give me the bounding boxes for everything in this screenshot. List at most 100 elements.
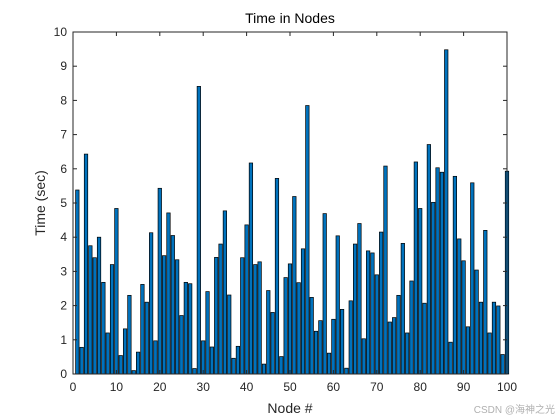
- bar-node-72: [383, 165, 388, 375]
- bar-node-8: [105, 332, 110, 375]
- bar-node-61: [335, 235, 340, 375]
- bar-node-57: [318, 320, 323, 375]
- bar-node-64: [348, 300, 353, 375]
- bar-node-33: [214, 257, 219, 375]
- bar-node-44: [261, 363, 267, 375]
- bar-node-74: [392, 317, 397, 375]
- x-tick-label: 70: [370, 380, 384, 394]
- bar-node-67: [361, 338, 366, 375]
- y-tick-label: 9: [60, 59, 67, 73]
- bar-node-66: [357, 223, 362, 375]
- y-tick-label: 0: [60, 367, 67, 381]
- y-axis-label: Time (sec): [32, 170, 48, 236]
- bar-node-37: [231, 357, 236, 375]
- bar-node-98: [496, 305, 501, 375]
- x-tick-label: 10: [110, 380, 124, 394]
- x-tick-label: 0: [70, 380, 77, 394]
- x-tick-label: 40: [240, 380, 254, 394]
- bar-node-99: [500, 354, 505, 375]
- bar-node-60: [331, 318, 336, 375]
- bar-node-54: [305, 105, 310, 375]
- x-tick-label: 100: [497, 380, 517, 394]
- bar-node-92: [470, 182, 475, 375]
- bar-node-73: [387, 321, 392, 375]
- x-tick-label: 20: [153, 380, 167, 394]
- bar-node-45: [266, 290, 271, 375]
- bar-node-79: [413, 161, 418, 375]
- bar-node-30: [201, 340, 206, 375]
- bar-node-27: [188, 283, 193, 375]
- y-tick-label: 2: [60, 299, 67, 313]
- bar-node-21: [162, 255, 167, 375]
- bar-node-46: [270, 312, 275, 375]
- bar-node-69: [370, 252, 375, 375]
- x-tick-label: 30: [197, 380, 211, 394]
- bar-node-83: [431, 201, 436, 375]
- bar-node-20: [157, 187, 162, 375]
- bar-node-77: [405, 332, 410, 375]
- bar-node-10: [114, 208, 119, 375]
- bar-node-24: [175, 259, 180, 375]
- bar-node-95: [483, 230, 488, 375]
- bar-node-47: [274, 178, 280, 375]
- bar-node-14: [131, 370, 136, 375]
- bar-node-63: [344, 367, 349, 375]
- bar-node-97: [491, 301, 497, 375]
- y-tick-label: 4: [60, 230, 67, 244]
- bar-node-56: [313, 330, 319, 375]
- bar-node-52: [296, 282, 301, 375]
- bar-node-35: [222, 210, 227, 375]
- bar-node-29: [196, 86, 201, 375]
- x-tick-label: 60: [327, 380, 341, 394]
- bar-node-49: [283, 277, 288, 375]
- bar-node-6: [96, 236, 102, 375]
- bar-node-42: [253, 264, 258, 375]
- bar-node-55: [309, 297, 314, 375]
- bar-node-38: [235, 345, 240, 375]
- bar-node-88: [452, 175, 457, 375]
- bar-node-68: [366, 250, 371, 375]
- bar-node-86: [444, 49, 449, 375]
- watermark-text: CSDN @海神之光: [474, 403, 555, 416]
- bar-node-16: [140, 284, 145, 375]
- y-tick-label: 3: [60, 264, 67, 278]
- bar-node-80: [418, 208, 423, 375]
- bar-node-31: [205, 291, 210, 375]
- bar-node-12: [122, 328, 128, 375]
- bar-node-40: [244, 224, 249, 375]
- bar-node-17: [144, 301, 149, 375]
- bar-node-93: [474, 269, 479, 375]
- x-tick-label: 90: [457, 380, 471, 394]
- bar-node-4: [88, 245, 93, 375]
- bar-node-25: [179, 315, 184, 375]
- bar-node-71: [379, 231, 384, 375]
- bar-node-36: [227, 294, 232, 375]
- bar-node-18: [149, 232, 154, 375]
- bar-node-32: [209, 346, 214, 375]
- bar-node-78: [409, 280, 414, 375]
- bar-node-53: [300, 248, 306, 375]
- bar-node-76: [400, 243, 405, 375]
- bar-node-3: [83, 153, 89, 375]
- bar-node-75: [396, 294, 401, 375]
- bar-node-90: [461, 260, 466, 375]
- x-axis-label: Node #: [267, 400, 312, 416]
- y-tick-label: 1: [60, 333, 67, 347]
- bar-node-9: [109, 264, 115, 375]
- bar-node-84: [435, 167, 440, 375]
- bar-node-87: [448, 341, 453, 375]
- bar-node-13: [127, 294, 132, 375]
- y-tick-label: 7: [60, 128, 67, 142]
- bar-node-7: [101, 281, 106, 375]
- x-tick-label: 50: [283, 380, 297, 394]
- bar-node-23: [170, 235, 175, 375]
- bar-node-15: [136, 351, 141, 375]
- bar-node-41: [248, 162, 254, 375]
- bar-node-85: [439, 171, 444, 375]
- bar-node-26: [183, 281, 188, 375]
- bar-node-62: [339, 309, 345, 375]
- bar-node-28: [192, 368, 197, 375]
- bar-node-65: [353, 243, 358, 375]
- bar-node-5: [92, 257, 97, 375]
